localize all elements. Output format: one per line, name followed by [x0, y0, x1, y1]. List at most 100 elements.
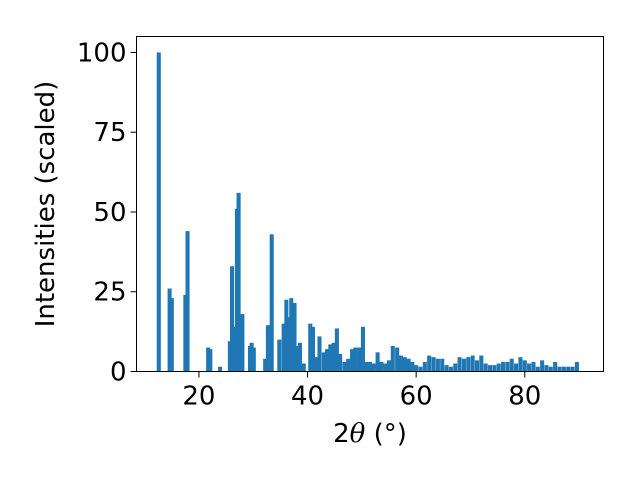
x-axis-label-theta: θ [350, 419, 366, 449]
bar [535, 366, 540, 372]
bar [383, 363, 388, 372]
bar [334, 328, 339, 372]
bar [466, 357, 471, 372]
bar [402, 357, 407, 372]
bar [553, 361, 558, 372]
bar [331, 342, 336, 372]
bar [313, 357, 318, 372]
bar [325, 349, 330, 372]
bar [321, 352, 326, 372]
bar [557, 366, 562, 372]
bar [208, 349, 213, 372]
bar [518, 357, 523, 372]
bar [353, 347, 358, 372]
x-tick-label: 20 [182, 382, 215, 412]
bar [570, 366, 575, 372]
bar [435, 358, 440, 372]
bar [346, 358, 351, 372]
axes-frame [136, 36, 604, 372]
x-tick-label: 40 [291, 382, 324, 412]
bar [501, 361, 506, 372]
bar [375, 352, 380, 372]
bar [566, 366, 571, 372]
bar [422, 361, 427, 372]
bar [285, 317, 291, 372]
bar [470, 355, 475, 372]
bar [431, 357, 436, 372]
y-tick-label: 0 [110, 358, 127, 388]
bar [218, 366, 223, 372]
bar [440, 358, 445, 372]
y-axis-label: Intensities (scaled) [31, 81, 61, 328]
bar [367, 361, 373, 372]
bar [527, 363, 532, 372]
bar [483, 363, 488, 372]
bar [395, 347, 400, 372]
bar [263, 358, 268, 372]
bar [310, 326, 316, 372]
bar [427, 355, 432, 372]
bar [167, 288, 172, 372]
bar [444, 365, 449, 372]
bar [364, 361, 369, 372]
y-ticks-group: 0 25 50 75 100 [77, 38, 137, 388]
y-tick-label: 25 [93, 278, 126, 308]
bar [448, 366, 453, 372]
bar [390, 345, 395, 372]
bar [574, 361, 579, 372]
bar [406, 358, 411, 372]
bar [185, 231, 190, 372]
bar [297, 342, 302, 372]
bar [308, 323, 313, 372]
bar [357, 347, 362, 372]
bar [479, 355, 484, 372]
bar [418, 366, 423, 372]
y-tick-label: 100 [77, 38, 127, 68]
bar [232, 326, 237, 372]
bar [227, 341, 232, 372]
bar [453, 363, 458, 372]
x-ticks-group: 20 40 60 80 [182, 371, 541, 412]
bar [292, 302, 297, 372]
bar [461, 358, 466, 372]
bar [342, 361, 347, 372]
bar [240, 314, 245, 372]
x-tick-label: 80 [508, 382, 541, 412]
bar [379, 361, 384, 372]
x-axis-label-prefix: 2 [333, 419, 350, 449]
bar [492, 365, 497, 372]
bar [301, 363, 306, 372]
bar [328, 344, 333, 372]
bar [183, 294, 188, 372]
bar [238, 320, 243, 372]
bar [410, 361, 415, 372]
bar [350, 349, 355, 372]
bar [360, 326, 365, 372]
bar [269, 234, 274, 372]
bar [531, 361, 536, 372]
x-tick-label: 60 [400, 382, 433, 412]
bar [509, 358, 514, 372]
bar [561, 366, 566, 372]
bar [398, 355, 403, 372]
y-tick-label: 75 [93, 118, 126, 148]
bar [514, 363, 519, 372]
bar [277, 339, 282, 372]
y-tick-label: 50 [93, 198, 126, 228]
bar [522, 360, 527, 372]
bar [371, 363, 376, 372]
bar [496, 363, 501, 372]
bar [548, 366, 553, 372]
bar [457, 357, 462, 372]
bar [474, 360, 480, 372]
bar [230, 266, 235, 372]
bar [289, 298, 294, 372]
bar [236, 192, 241, 372]
bar [294, 345, 299, 372]
bar [540, 360, 545, 372]
bar [251, 347, 256, 372]
bar [206, 347, 211, 372]
bar [505, 361, 510, 372]
x-axis-label: 2θ (°) [333, 419, 407, 449]
